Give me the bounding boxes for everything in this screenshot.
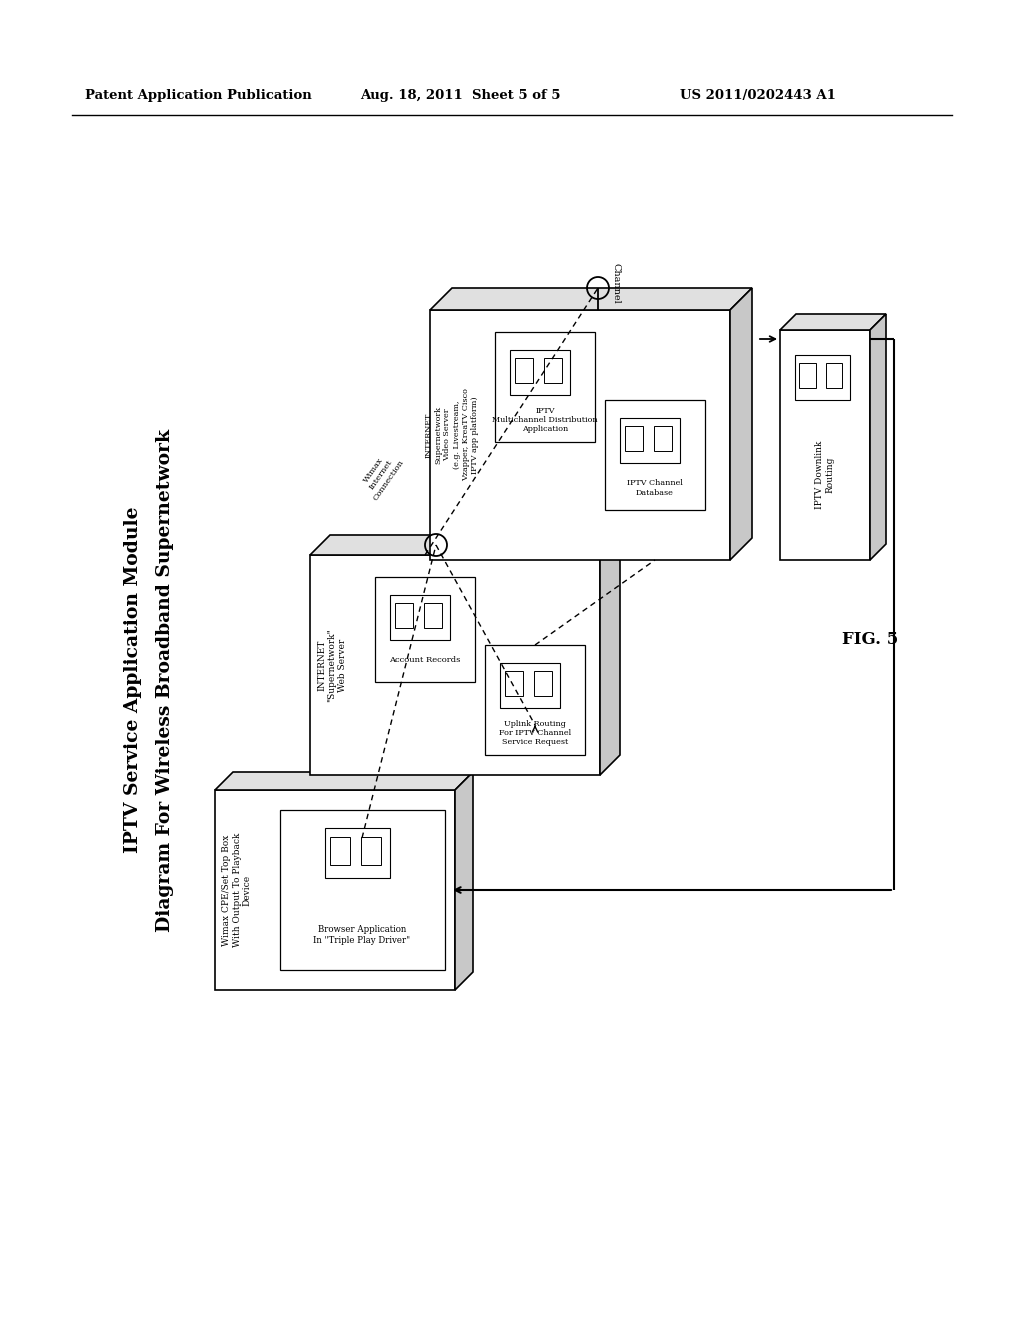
Bar xyxy=(625,426,643,451)
Polygon shape xyxy=(600,535,620,775)
Text: Channel: Channel xyxy=(612,263,621,304)
Polygon shape xyxy=(310,554,600,775)
Bar xyxy=(495,333,595,442)
Bar xyxy=(534,671,552,696)
Polygon shape xyxy=(215,789,455,990)
Bar xyxy=(653,426,672,451)
Bar xyxy=(361,837,381,865)
Text: US 2011/0202443 A1: US 2011/0202443 A1 xyxy=(680,88,836,102)
Text: Wimax
Internet
Connection: Wimax Internet Connection xyxy=(356,447,406,502)
Text: INTERNET
Supernetwork
Video Server
(e.g. Livestream,
Vzapper, KreaTV Cisco
IPTV : INTERNET Supernetwork Video Server (e.g.… xyxy=(425,388,479,482)
Polygon shape xyxy=(430,288,752,310)
Text: Uplink Routing
For IPTV Channel
Service Request: Uplink Routing For IPTV Channel Service … xyxy=(499,719,571,746)
Bar xyxy=(485,645,585,755)
Text: FIG. 5: FIG. 5 xyxy=(842,631,898,648)
Bar xyxy=(390,595,450,640)
Bar xyxy=(375,577,475,682)
Text: IPTV Downlink
Routing: IPTV Downlink Routing xyxy=(815,441,835,510)
Polygon shape xyxy=(430,310,730,560)
Bar xyxy=(395,603,413,628)
Bar xyxy=(424,603,441,628)
Bar xyxy=(544,358,561,383)
Text: Browser Application
In "Triple Play Driver": Browser Application In "Triple Play Driv… xyxy=(313,925,411,945)
Polygon shape xyxy=(730,288,752,560)
Bar xyxy=(800,363,816,388)
Text: Account Records: Account Records xyxy=(389,656,461,664)
Bar xyxy=(505,671,523,696)
Bar xyxy=(330,837,350,865)
Bar xyxy=(325,828,390,878)
Bar xyxy=(515,358,532,383)
Text: Patent Application Publication: Patent Application Publication xyxy=(85,88,311,102)
Text: Aug. 18, 2011  Sheet 5 of 5: Aug. 18, 2011 Sheet 5 of 5 xyxy=(360,88,560,102)
Text: Diagram For Wireless Broadband Supernetwork: Diagram For Wireless Broadband Supernetw… xyxy=(156,429,174,932)
Bar xyxy=(620,418,680,463)
Polygon shape xyxy=(215,772,473,789)
Text: INTERNET
"Supernetwork"
Web Server: INTERNET "Supernetwork" Web Server xyxy=(317,628,347,702)
Polygon shape xyxy=(780,314,886,330)
Text: Wimax CPE/Set Top Box
With Output To Playback
Device: Wimax CPE/Set Top Box With Output To Pla… xyxy=(222,833,252,948)
Polygon shape xyxy=(780,330,870,560)
Bar xyxy=(795,355,850,400)
Bar xyxy=(510,350,570,395)
Bar xyxy=(280,810,445,970)
Text: IPTV Service Application Module: IPTV Service Application Module xyxy=(124,507,142,853)
Bar xyxy=(500,663,560,708)
Polygon shape xyxy=(870,314,886,560)
Text: IPTV
Multichannel Distribution
Application: IPTV Multichannel Distribution Applicati… xyxy=(493,407,598,433)
Polygon shape xyxy=(455,772,473,990)
Polygon shape xyxy=(310,535,620,554)
Bar xyxy=(825,363,843,388)
Text: IPTV Channel
Database: IPTV Channel Database xyxy=(627,479,683,496)
Bar xyxy=(605,400,705,510)
